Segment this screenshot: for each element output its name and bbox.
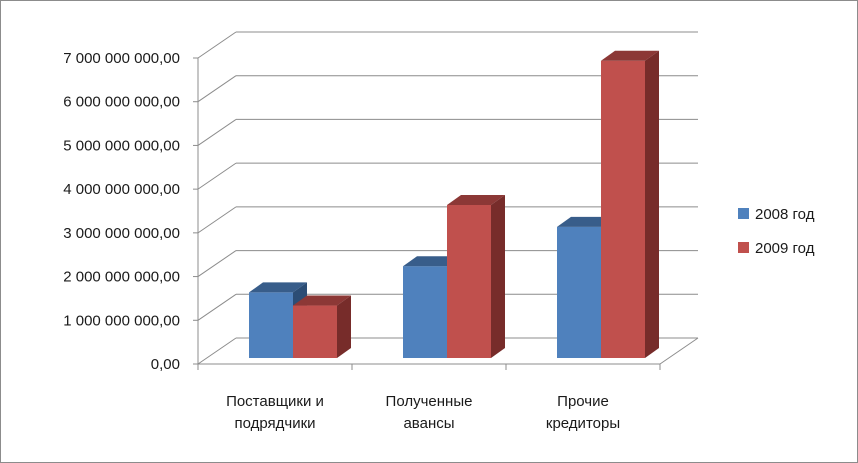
legend-swatch: [738, 208, 749, 219]
bar: [447, 205, 491, 358]
legend-label: 2009 год: [755, 240, 815, 257]
x-category-label: подрядчики: [234, 415, 315, 432]
bar-top: [601, 50, 659, 61]
bar-top: [447, 195, 505, 205]
x-category-label: Поставщики и: [226, 393, 324, 410]
bar: [293, 305, 337, 358]
y-tick-label: 3 000 000 000,00: [63, 225, 180, 242]
gridline-diagonal: [197, 206, 237, 234]
y-tick-label: 4 000 000 000,00: [63, 181, 180, 198]
gridline-diagonal: [197, 293, 237, 321]
gridline-diagonal: [197, 75, 237, 103]
y-tick-label: 2 000 000 000,00: [63, 269, 180, 286]
gridline-diagonal: [197, 162, 237, 190]
y-tick-label: 6 000 000 000,00: [63, 94, 180, 111]
bar: [557, 226, 601, 358]
bar-top: [249, 282, 307, 293]
y-tick-label: 1 000 000 000,00: [63, 312, 180, 329]
gridline-diagonal: [197, 119, 237, 146]
bar-top: [403, 256, 461, 267]
gridline-diagonal: [197, 31, 237, 59]
bar-side: [491, 195, 505, 358]
x-category-label: Полученные: [386, 393, 473, 410]
y-tick-label: 5 000 000 000,00: [63, 137, 180, 154]
bar-top: [293, 295, 351, 306]
y-tick-label: 7 000 000 000,00: [63, 50, 180, 67]
x-category-label: авансы: [403, 415, 454, 432]
legend-swatch: [738, 242, 749, 253]
x-category-label: кредиторы: [546, 415, 620, 432]
floor-right-edge: [659, 337, 699, 365]
y-tick-label: 0,00: [151, 356, 180, 373]
bar-side: [337, 295, 351, 358]
bar: [403, 266, 447, 358]
bar-side: [645, 50, 659, 358]
gridline-diagonal: [197, 337, 237, 365]
legend-label: 2008 год: [755, 206, 815, 223]
bar-top: [557, 216, 615, 227]
gridline-diagonal: [197, 250, 237, 277]
bar: [249, 292, 293, 358]
bar: [601, 60, 645, 358]
x-category-label: Прочие: [557, 393, 609, 410]
